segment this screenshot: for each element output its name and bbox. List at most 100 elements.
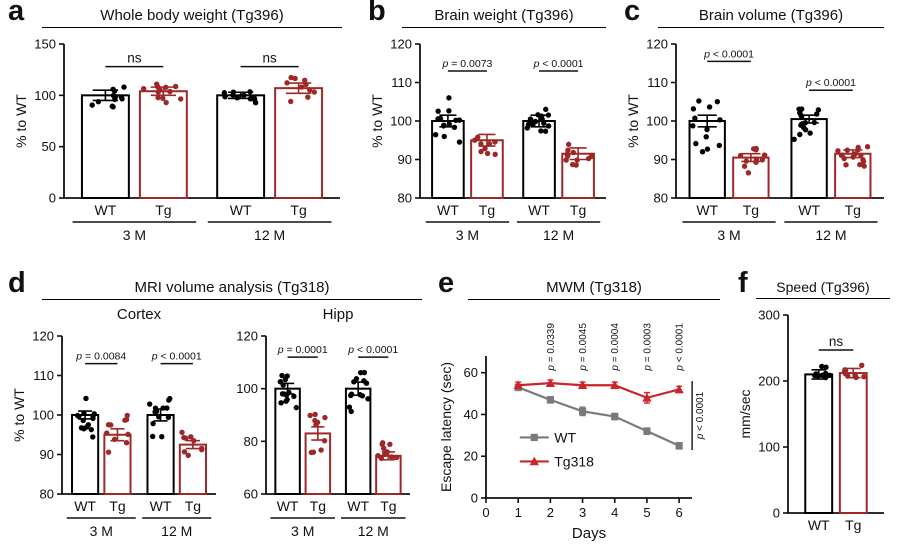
svg-text:1: 1 bbox=[515, 505, 522, 520]
svg-text:200: 200 bbox=[758, 374, 780, 389]
svg-text:100: 100 bbox=[236, 381, 258, 396]
panel-title-d: MRI volume analysis (Tg318) bbox=[42, 279, 422, 300]
svg-text:100: 100 bbox=[390, 114, 412, 129]
svg-text:WT: WT bbox=[150, 498, 172, 514]
svg-text:120: 120 bbox=[32, 329, 54, 344]
svg-text:110: 110 bbox=[647, 75, 668, 90]
panel-brain-weight: b Brain weight (Tg396) 80 90 100 110 120 % to… bbox=[366, 0, 618, 264]
svg-text:3 M: 3 M bbox=[90, 523, 113, 539]
svg-text:WT: WT bbox=[347, 498, 369, 514]
svg-text:Escape latency (sec): Escape latency (sec) bbox=[438, 362, 454, 492]
panel-title-c: Brain volume (Tg396) bbox=[658, 7, 884, 28]
svg-text:90: 90 bbox=[40, 447, 54, 462]
svg-text:WT: WT bbox=[798, 202, 820, 218]
svg-text:WT: WT bbox=[277, 498, 299, 514]
bar-chart-svg: 80 90 100 110 120 % to WT WT Tg WT Tg p = 0.0073 p … bbox=[369, 37, 606, 243]
svg-text:ns: ns bbox=[127, 51, 142, 66]
svg-text:12 M: 12 M bbox=[254, 227, 285, 243]
svg-text:80: 80 bbox=[244, 434, 258, 449]
bar-chart-whole-body-weight: 0 50 100 150 % to WT WT Tg WT Tg ns ns 3 M 12 M bbox=[13, 28, 348, 254]
svg-text:20: 20 bbox=[464, 449, 478, 464]
svg-text:Tg: Tg bbox=[185, 498, 201, 514]
svg-text:110: 110 bbox=[391, 75, 412, 90]
svg-text:0: 0 bbox=[49, 191, 56, 206]
svg-text:50: 50 bbox=[42, 139, 56, 154]
svg-text:p = 0.0339: p = 0.0339 bbox=[546, 323, 557, 372]
svg-text:100: 100 bbox=[34, 88, 56, 103]
svg-text:p < 0.0001: p < 0.0001 bbox=[347, 344, 398, 356]
svg-text:WT: WT bbox=[437, 202, 459, 218]
panel-title-a: Whole body weight (Tg396) bbox=[42, 7, 342, 28]
svg-text:Hipp: Hipp bbox=[323, 306, 354, 323]
svg-text:90: 90 bbox=[654, 152, 668, 167]
bar-chart-svg: 80 90 100 110 120 % to WT WT Tg WT Tg p < 0.0001 p … bbox=[625, 37, 884, 243]
svg-text:12 M: 12 M bbox=[358, 523, 389, 539]
svg-text:WT: WT bbox=[95, 202, 117, 218]
svg-text:Tg: Tg bbox=[845, 517, 861, 533]
svg-text:p = 0.0003: p = 0.0003 bbox=[642, 323, 653, 372]
svg-text:3 M: 3 M bbox=[456, 227, 479, 243]
panel-title-b: Brain weight (Tg396) bbox=[402, 7, 606, 28]
svg-text:150: 150 bbox=[34, 37, 56, 52]
svg-text:0: 0 bbox=[773, 506, 780, 521]
panel-mwm: e MWM (Tg318) 0 20 40 60 0 1 2 3 4 5 6 Days Escape l… bbox=[436, 267, 732, 556]
svg-text:2: 2 bbox=[547, 505, 554, 520]
svg-text:3 M: 3 M bbox=[291, 523, 314, 539]
svg-text:110: 110 bbox=[33, 368, 54, 383]
svg-text:Tg: Tg bbox=[290, 202, 306, 218]
svg-text:5: 5 bbox=[643, 505, 650, 520]
bar-chart-brain-volume: 80 90 100 110 120 % to WT WT Tg WT Tg p < 0.0001 p … bbox=[625, 28, 892, 254]
bar-chart-svg: Cortex 80 90 100 110 120 % to WT WT Tg WT Tg p = 0.… bbox=[11, 306, 216, 539]
mri-subcharts-row: Cortex 80 90 100 110 120 % to WT WT Tg WT Tg p = 0.… bbox=[11, 302, 432, 550]
bar-chart-cortex: Cortex 80 90 100 110 120 % to WT WT Tg WT Tg p = 0.… bbox=[11, 302, 224, 550]
svg-text:WT: WT bbox=[554, 429, 576, 445]
panel-letter-c: c bbox=[624, 0, 641, 27]
panel-letter-d: d bbox=[8, 267, 26, 299]
svg-text:Tg: Tg bbox=[155, 202, 171, 218]
bar-chart-svg: 0 100 200 300 mm/sec WT Tg ns bbox=[737, 308, 884, 533]
panel-letter-e: e bbox=[438, 267, 455, 299]
svg-text:0: 0 bbox=[471, 491, 478, 506]
svg-text:WT: WT bbox=[74, 498, 96, 514]
svg-text:6: 6 bbox=[676, 505, 683, 520]
svg-text:Tg: Tg bbox=[310, 498, 326, 514]
svg-text:p = 0.0001: p = 0.0001 bbox=[277, 344, 328, 356]
svg-text:% to WT: % to WT bbox=[14, 94, 29, 148]
svg-text:WT: WT bbox=[696, 202, 718, 218]
panel-brain-volume: c Brain volume (Tg396) 80 90 100 110 120 % to… bbox=[622, 0, 896, 264]
svg-text:WT: WT bbox=[808, 517, 830, 533]
svg-text:mm/sec: mm/sec bbox=[738, 390, 753, 439]
panel-mri-volume-analysis: d MRI volume analysis (Tg318) Cortex 80 90… bbox=[6, 267, 432, 556]
svg-text:Tg: Tg bbox=[845, 202, 861, 218]
bar-chart-speed: 0 100 200 300 mm/sec WT Tg ns bbox=[737, 299, 892, 543]
bar-chart-svg: 0 50 100 150 % to WT WT Tg WT Tg ns ns 3 M 12 M bbox=[13, 37, 340, 243]
svg-text:p < 0.0001: p < 0.0001 bbox=[151, 351, 202, 363]
svg-text:Tg: Tg bbox=[479, 202, 495, 218]
svg-text:12 M: 12 M bbox=[815, 227, 846, 243]
svg-text:4: 4 bbox=[611, 505, 618, 520]
svg-text:120: 120 bbox=[236, 329, 258, 344]
bar-chart-svg: Hipp 60 80 100 120 WT Tg WT Tg p = 0.0001 p < 0.00… bbox=[236, 306, 410, 539]
bar-chart-hipp: Hipp 60 80 100 120 WT Tg WT Tg p = 0.0001 p < 0.00… bbox=[234, 302, 418, 550]
svg-text:100: 100 bbox=[758, 440, 780, 455]
svg-text:p < 0.0001: p < 0.0001 bbox=[533, 58, 584, 70]
svg-text:Days: Days bbox=[572, 525, 606, 542]
svg-text:p < 0.0001: p < 0.0001 bbox=[805, 77, 856, 89]
svg-text:12 M: 12 M bbox=[543, 227, 574, 243]
svg-text:12 M: 12 M bbox=[161, 523, 192, 539]
svg-text:300: 300 bbox=[758, 308, 780, 323]
panel-title-e: MWM (Tg318) bbox=[468, 279, 720, 300]
svg-text:WT: WT bbox=[230, 202, 252, 218]
svg-text:Tg: Tg bbox=[109, 498, 125, 514]
svg-text:40: 40 bbox=[464, 407, 478, 422]
panel-whole-body-weight: a Whole body weight (Tg396) 0 50 100 150 % t… bbox=[6, 0, 354, 264]
svg-text:60: 60 bbox=[244, 487, 258, 502]
svg-text:90: 90 bbox=[398, 152, 412, 167]
svg-text:80: 80 bbox=[654, 191, 668, 206]
svg-text:80: 80 bbox=[40, 487, 54, 502]
svg-text:p = 0.0073: p = 0.0073 bbox=[441, 58, 492, 70]
svg-text:p = 0.0045: p = 0.0045 bbox=[578, 323, 589, 372]
svg-text:ns: ns bbox=[829, 334, 844, 349]
svg-text:p = 0.0084: p = 0.0084 bbox=[75, 351, 126, 363]
